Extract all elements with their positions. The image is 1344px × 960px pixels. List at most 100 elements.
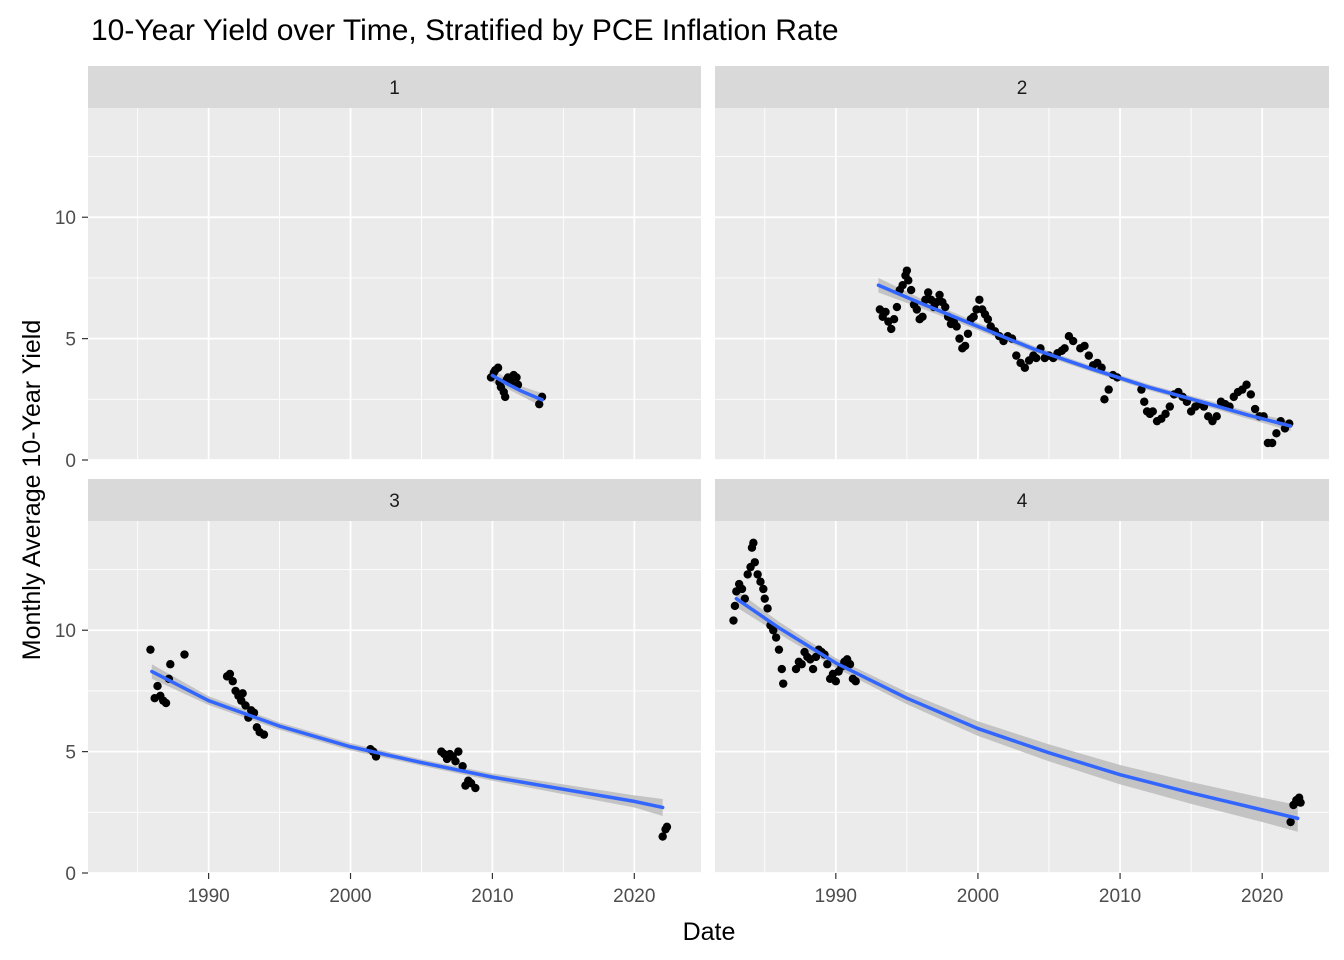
data-point: [180, 650, 189, 659]
data-point: [797, 660, 806, 669]
data-point: [881, 307, 890, 317]
data-point: [1246, 390, 1256, 399]
data-point: [902, 266, 912, 275]
data-point: [892, 302, 902, 312]
data-point: [1250, 404, 1260, 414]
data-point: [771, 633, 781, 642]
data-point: [1161, 409, 1170, 419]
data-point: [935, 290, 944, 300]
data-point: [228, 677, 237, 686]
data-point: [493, 363, 503, 372]
data-point: [1012, 351, 1021, 360]
facet-panel-4: 4 1990 2000 2010 2020: [715, 479, 1329, 907]
data-point: [662, 822, 672, 832]
data-point: [918, 312, 927, 321]
x-tick-label: 2000: [957, 886, 999, 907]
facet-strip-label: 4: [1017, 491, 1028, 512]
facet-panel-2: 2: [715, 66, 1329, 461]
x-tick-label: 2000: [329, 886, 371, 907]
data-point: [729, 616, 738, 625]
data-point: [779, 679, 788, 688]
fit-line: [734, 596, 1300, 821]
data-point: [512, 373, 521, 382]
facet-strip-label: 3: [389, 491, 400, 512]
data-point: [454, 747, 463, 756]
fit-line: [150, 669, 665, 810]
data-point: [763, 604, 772, 613]
x-tick-label: 2020: [613, 886, 655, 907]
data-point: [740, 594, 750, 603]
x-tick-label: 2010: [471, 886, 513, 907]
y-axis-title-group: Monthly Average 10-Year Yield: [18, 320, 46, 661]
data-point: [1165, 402, 1175, 411]
x-tick-label: 1990: [187, 886, 229, 907]
data-point: [831, 677, 841, 686]
data-point: [1020, 363, 1030, 372]
data-point: [737, 584, 747, 594]
data-point: [153, 681, 162, 691]
data-point: [1080, 341, 1089, 351]
data-point: [1068, 336, 1078, 346]
data-point: [845, 660, 855, 669]
data-point: [535, 399, 544, 409]
data-point: [760, 594, 769, 603]
data-point: [955, 334, 964, 343]
data-point: [1242, 380, 1251, 389]
x-axis-title: Date: [683, 918, 736, 946]
confidence-band: [736, 590, 1298, 832]
data-point: [749, 538, 758, 548]
data-point: [1032, 353, 1041, 363]
data-point: [811, 652, 821, 662]
panel-background: [715, 521, 1329, 873]
data-point: [952, 322, 961, 331]
data-point: [259, 730, 269, 739]
data-point: [906, 285, 916, 295]
data-point: [823, 660, 832, 669]
data-point: [1140, 397, 1149, 406]
data-point: [889, 315, 899, 324]
panel-background: [715, 108, 1329, 460]
data-point: [458, 761, 467, 771]
data-point: [969, 312, 978, 321]
data-point: [774, 645, 784, 654]
chart-title: 10-Year Yield over Time, Stratified by P…: [91, 14, 839, 47]
x-tick-label: 1990: [815, 886, 857, 907]
data-point: [756, 577, 765, 586]
data-point: [1148, 407, 1157, 416]
y-axis-title: Monthly Average 10-Year Yield: [18, 320, 46, 661]
data-point: [1100, 395, 1109, 404]
data-point: [1137, 385, 1146, 394]
data-point: [1084, 351, 1094, 360]
panel-background: [88, 521, 701, 873]
facet-strip: [88, 66, 701, 108]
data-point: [471, 783, 480, 793]
data-point: [743, 570, 752, 579]
data-point: [912, 305, 922, 314]
data-point: [808, 664, 818, 674]
facet-strip: [715, 66, 1329, 108]
y-tick-label: 5: [65, 330, 76, 351]
y-tick-label: 5: [65, 743, 76, 764]
data-point: [658, 832, 667, 841]
data-point: [975, 295, 984, 304]
data-point: [225, 669, 235, 679]
data-point: [960, 341, 970, 351]
facet-strip-label: 1: [389, 78, 400, 99]
y-tick-label: 10: [55, 208, 76, 229]
facet-strip: [715, 479, 1329, 521]
x-tick-label: 2020: [1241, 886, 1283, 907]
y-tick-label: 0: [65, 864, 76, 885]
data-point: [238, 689, 247, 698]
data-point: [730, 601, 740, 611]
fit-line: [876, 283, 1293, 428]
data-point: [1104, 385, 1113, 394]
data-point: [769, 626, 778, 635]
data-point: [500, 392, 510, 402]
y-tick-label: 10: [55, 621, 76, 642]
data-point: [241, 701, 250, 710]
panel-background: [88, 108, 701, 460]
data-point: [898, 281, 907, 290]
